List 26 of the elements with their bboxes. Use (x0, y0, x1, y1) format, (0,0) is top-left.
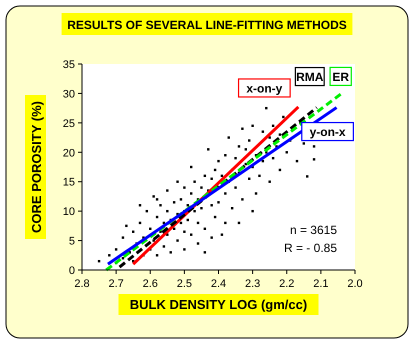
y-tick-label: 20 (62, 147, 75, 160)
x-tick-label: 2.3 (244, 278, 260, 290)
y-tick-label: 10 (62, 206, 75, 218)
x-tick-label: 2.1 (313, 278, 329, 290)
chart-title: RESULTS OF SEVERAL LINE-FITTING METHODS (67, 18, 347, 32)
y-tick-label: 0 (68, 265, 75, 277)
y-axis-title: CORE POROSITY (%) (29, 101, 44, 233)
y-tick-label: 5 (68, 236, 75, 248)
series-label: y-on-x (310, 125, 346, 140)
y-tick-label: 35 (62, 59, 75, 71)
annotation: R = - 0.85 (284, 241, 338, 255)
x-tick-label: 2.5 (176, 278, 192, 290)
x-axis-title: BULK DENSITY LOG (gm/cc) (130, 297, 308, 312)
x-tick-label: 2.4 (210, 278, 226, 290)
y-tick-label: 25 (62, 118, 75, 130)
series-label: x-on-y (246, 81, 283, 96)
x-tick-label: 2.0 (347, 278, 363, 290)
x-tick-label: 2.7 (108, 278, 124, 290)
series-label: ER (332, 70, 350, 84)
x-tick-label: 2.2 (279, 278, 294, 290)
x-tick-label: 2.8 (74, 278, 90, 290)
text: RMA (296, 70, 324, 84)
y-tick-label: 30 (62, 88, 75, 100)
annotation: n = 3615 (290, 223, 338, 237)
y-tick-label: 15 (62, 176, 75, 189)
x-tick-label: 2.6 (142, 278, 158, 290)
